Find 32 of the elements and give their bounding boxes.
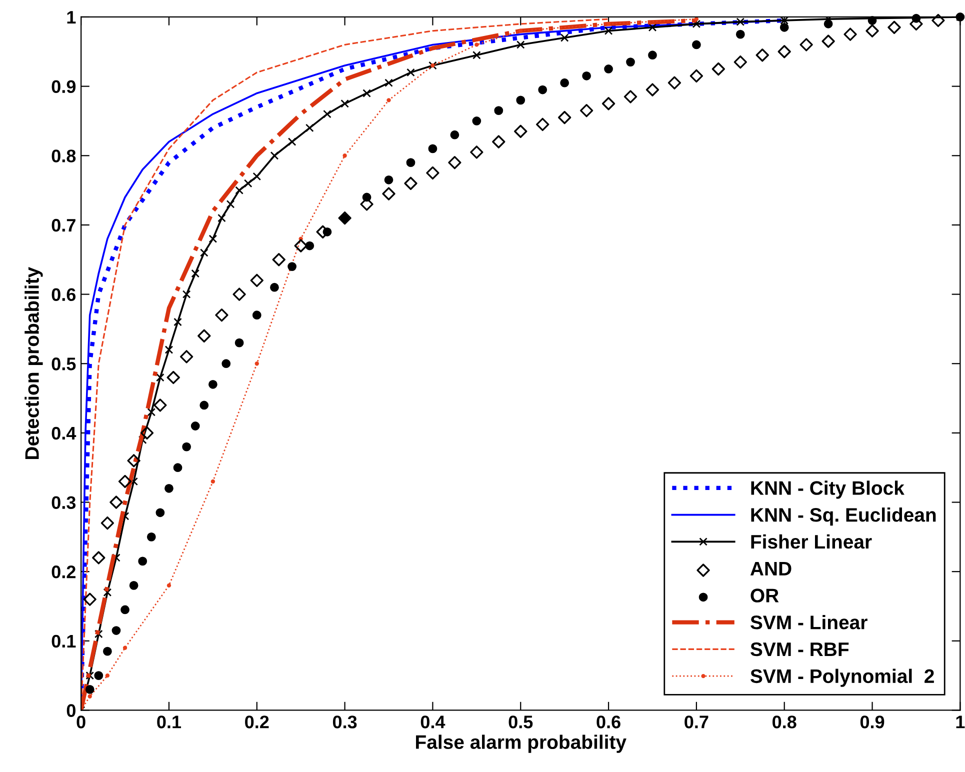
y-tick-label: 1: [67, 11, 76, 24]
y-tick-label: 0.8: [52, 150, 76, 162]
x-axis-title: False alarm probability: [416, 734, 626, 753]
x-tick-label: 0.2: [245, 716, 269, 728]
x-tick-label: 0: [76, 716, 86, 728]
legend-label: KNN - City Block: [751, 480, 904, 499]
y-tick-label: 0.1: [52, 634, 76, 648]
y-tick-label: 0.2: [52, 566, 76, 578]
y-tick-label: 0.9: [52, 80, 76, 94]
x-tick-label: 0.9: [860, 716, 884, 728]
legend-label: SVM - Linear: [750, 615, 868, 630]
legend-label: SVM - Polynomial 2: [750, 668, 934, 687]
x-tick-label: 0.6: [596, 716, 620, 728]
x-tick-label: 0.3: [332, 716, 357, 728]
y-tick-label: 0.3: [52, 496, 76, 510]
legend-label: Fisher Linear: [751, 534, 872, 549]
x-tick-label: 0.1: [157, 716, 182, 728]
y-tick-label: 0.5: [52, 358, 76, 370]
y-tick-label: 0.4: [52, 426, 76, 440]
y-axis-title: Detection probability: [24, 267, 43, 459]
x-tick-label: 0.5: [508, 716, 533, 728]
x-tick-label: 0.8: [772, 716, 796, 728]
y-tick-label: 0.7: [52, 218, 76, 232]
legend-label: SVM - RBF: [750, 642, 849, 656]
x-tick-label: 0.4: [420, 716, 446, 728]
legend-label: KNN - Sq. Euclidean: [751, 508, 936, 526]
y-tick-label: 0: [66, 704, 76, 717]
x-tick-label: 0.7: [684, 716, 708, 728]
legend-label: OR: [750, 588, 779, 602]
y-tick-label: 0.6: [52, 288, 76, 302]
x-tick-label: 1: [956, 716, 965, 728]
legend-label: AND: [750, 562, 792, 576]
